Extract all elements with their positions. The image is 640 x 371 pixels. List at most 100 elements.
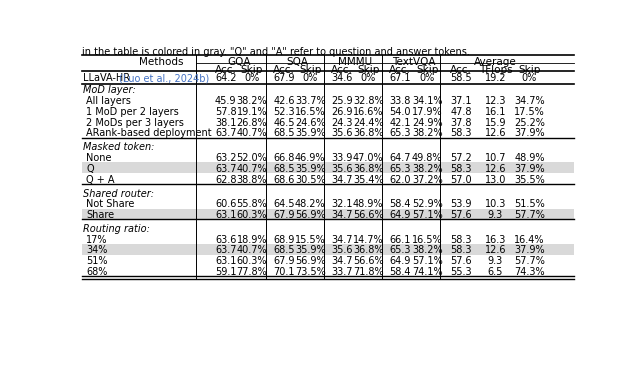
Text: 33.9: 33.9 [332,153,353,163]
Text: 32.1: 32.1 [332,199,353,209]
Bar [81,244,575,255]
Text: 46.9%: 46.9% [295,153,325,163]
Text: 57.1%: 57.1% [412,210,443,220]
Text: Acc.: Acc. [331,65,353,75]
Text: 26.9: 26.9 [332,107,353,117]
Text: 16.6%: 16.6% [353,107,383,117]
Text: 63.7: 63.7 [215,246,236,256]
Text: 57.8: 57.8 [215,107,237,117]
Text: 0%: 0% [244,73,260,83]
Text: 63.7: 63.7 [215,164,236,174]
Text: Routing ratio:: Routing ratio: [83,224,150,234]
Text: 56.6%: 56.6% [353,210,383,220]
Text: 9.3: 9.3 [488,256,503,266]
Text: 34.1%: 34.1% [412,96,442,106]
Text: 12.6: 12.6 [484,164,506,174]
Text: 30.5%: 30.5% [295,175,326,185]
Text: 68.5: 68.5 [273,128,294,138]
Text: 62.8: 62.8 [215,175,236,185]
Text: Skip: Skip [299,65,321,75]
Text: Acc.: Acc. [389,65,411,75]
Text: 58.5: 58.5 [451,73,472,83]
Text: 16.5%: 16.5% [412,235,442,245]
Text: 63.2: 63.2 [215,153,236,163]
Text: Skip: Skip [357,65,380,75]
Text: None: None [86,153,112,163]
Text: Masked token:: Masked token: [83,142,154,152]
Text: 57.1%: 57.1% [412,256,443,266]
Text: ARank-based deployment: ARank-based deployment [86,128,212,138]
Text: All layers: All layers [86,96,131,106]
Text: 34.7: 34.7 [332,256,353,266]
Text: 66.8: 66.8 [273,153,294,163]
Text: 47.0%: 47.0% [353,153,383,163]
Text: 25.2%: 25.2% [514,118,545,128]
Text: 35.6: 35.6 [332,128,353,138]
Text: 33.8: 33.8 [389,96,411,106]
Text: 56.9%: 56.9% [295,256,326,266]
Text: 0%: 0% [420,73,435,83]
Text: 37.1: 37.1 [451,96,472,106]
Text: 19.2: 19.2 [484,73,506,83]
Text: MMMU: MMMU [338,57,372,67]
Text: 57.7%: 57.7% [514,210,545,220]
Text: 24.3: 24.3 [332,118,353,128]
Text: 63.7: 63.7 [215,128,236,138]
Text: 26.8%: 26.8% [237,118,268,128]
Text: 60.3%: 60.3% [237,210,268,220]
Text: 56.6%: 56.6% [353,256,383,266]
Text: 0%: 0% [361,73,376,83]
Text: 57.6: 57.6 [451,256,472,266]
Text: 63.6: 63.6 [215,235,236,245]
Text: 36.8%: 36.8% [353,164,383,174]
Text: 49.8%: 49.8% [412,153,442,163]
Bar [81,162,575,173]
Text: 12.3: 12.3 [484,96,506,106]
Text: 37.8: 37.8 [451,118,472,128]
Text: 65.3: 65.3 [389,246,411,256]
Text: 34.7: 34.7 [332,210,353,220]
Text: 70.1: 70.1 [273,267,294,277]
Text: 63.1: 63.1 [215,210,236,220]
Text: 58.3: 58.3 [451,128,472,138]
Text: 36.8%: 36.8% [353,128,383,138]
Text: 32.8%: 32.8% [353,96,383,106]
Text: 34.7: 34.7 [332,235,353,245]
Text: 57.6: 57.6 [451,210,472,220]
Text: 47.8: 47.8 [451,107,472,117]
Text: Skip: Skip [518,65,541,75]
Text: 38.2%: 38.2% [412,128,442,138]
Text: 74.1%: 74.1% [412,267,442,277]
Text: 48.9%: 48.9% [515,153,545,163]
Text: 65.3: 65.3 [389,128,411,138]
Text: 48.9%: 48.9% [353,199,383,209]
Text: 64.9: 64.9 [389,210,411,220]
Text: 55.3: 55.3 [451,267,472,277]
Text: 15.9: 15.9 [484,118,506,128]
Text: 1 MoD per 2 layers: 1 MoD per 2 layers [86,107,179,117]
Text: 60.6: 60.6 [215,199,236,209]
Text: Skip: Skip [416,65,438,75]
Text: 64.9: 64.9 [389,256,411,266]
Text: 34.7%: 34.7% [514,96,545,106]
Text: 40.7%: 40.7% [237,164,268,174]
Text: 60.3%: 60.3% [237,256,268,266]
Text: 77.8%: 77.8% [237,267,268,277]
Text: 15.5%: 15.5% [295,235,326,245]
Text: 35.6: 35.6 [332,246,353,256]
Text: LLaVA-HR: LLaVA-HR [83,73,133,83]
Text: 58.4: 58.4 [389,267,411,277]
Text: 10.3: 10.3 [484,199,506,209]
Text: 16.3: 16.3 [484,235,506,245]
Text: 38.1: 38.1 [215,118,236,128]
Text: Acc.: Acc. [451,65,472,75]
Text: 0%: 0% [303,73,318,83]
Text: 52.9%: 52.9% [412,199,443,209]
Text: Acc.: Acc. [273,65,295,75]
Text: Q: Q [86,164,94,174]
Text: 10.7: 10.7 [484,153,506,163]
Text: 58.4: 58.4 [389,199,411,209]
Text: 35.6: 35.6 [332,164,353,174]
Text: 46.5: 46.5 [273,118,294,128]
Text: 19.1%: 19.1% [237,107,268,117]
